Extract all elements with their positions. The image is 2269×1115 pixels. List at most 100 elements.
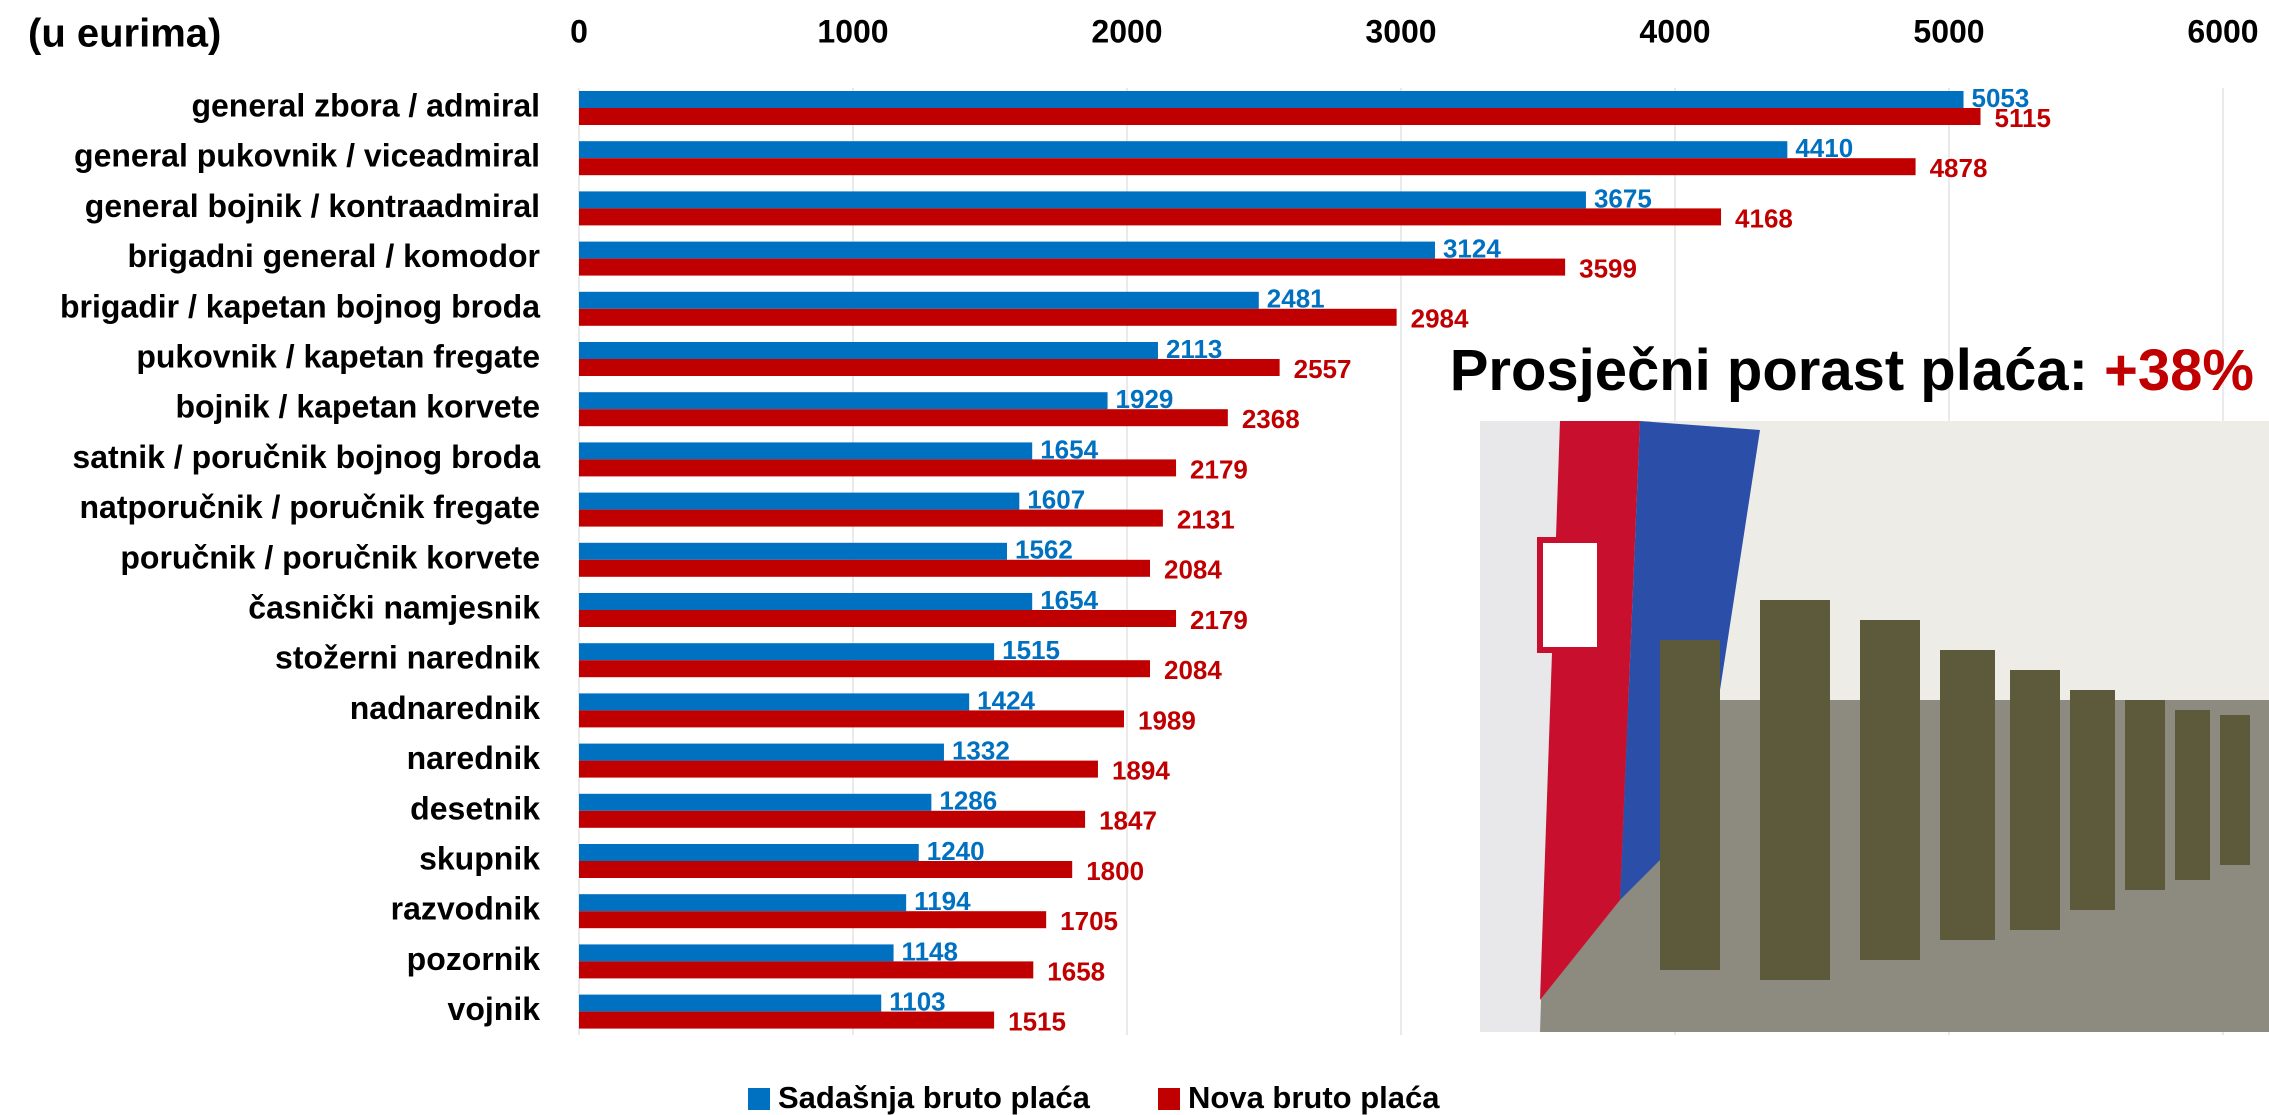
legend-swatch [1158,1088,1180,1110]
bar [579,693,970,711]
x-tick-label: 2000 [1091,13,1162,49]
value-label: 3599 [1579,253,1637,283]
value-label: 1929 [1116,384,1174,414]
value-label: 2084 [1164,655,1222,685]
value-label: 5053 [1972,83,2030,113]
value-label: 1705 [1060,906,1118,936]
annotation: Prosječni porast plaća: +38% [1450,338,2254,403]
x-tick-label: 6000 [2187,13,2258,49]
value-label: 1989 [1138,705,1196,735]
category-label: brigadni general / komodor [128,238,541,274]
bar [579,359,1280,376]
annotation-highlight: +38% [2104,338,2254,403]
value-label: 1894 [1112,755,1170,785]
value-label: 1800 [1086,856,1144,886]
bar [579,141,1788,159]
value-label: 1847 [1099,806,1157,836]
value-label: 2179 [1190,454,1248,484]
bar [579,861,1073,878]
unit-label: (u eurima) [28,12,221,56]
bar [579,994,882,1012]
legend-label: Nova bruto plaća [1188,1080,1440,1115]
value-label: 3675 [1594,183,1652,213]
bar [579,342,1158,359]
value-label: 3124 [1443,233,1501,263]
bar [579,442,1033,460]
category-label: stožerni narednik [275,640,540,676]
bar [579,459,1177,477]
value-label: 2984 [1411,304,1469,334]
category-label: razvodnik [391,891,541,927]
bar [579,810,1086,828]
value-label: 1424 [977,685,1035,715]
category-label: brigadir / kapetan bojnog broda [60,288,540,324]
bar [579,291,1259,309]
category-label: nadnarednik [350,690,540,726]
category-label: bojnik / kapetan korvete [175,389,540,425]
value-label: 2131 [1177,504,1235,534]
value-label: 2481 [1267,284,1325,314]
value-label: 1515 [1008,1006,1066,1036]
value-label: 2368 [1242,404,1300,434]
value-label: 1515 [1002,635,1060,665]
value-label: 5115 [1995,103,2051,133]
bar [579,911,1047,929]
value-label: 1148 [902,936,958,966]
value-label: 1562 [1015,535,1073,565]
category-label: satnik / poručnik bojnog broda [72,439,540,475]
bar [579,542,1007,560]
bar [579,944,894,962]
category-label: natporučnik / poručnik fregate [79,489,540,525]
bar [579,509,1163,527]
bar [579,961,1034,979]
x-tick-label: 5000 [1913,13,1984,49]
legend-label: Sadašnja bruto plaća [778,1080,1091,1115]
x-tick-label: 1000 [817,13,888,49]
bar [579,392,1108,410]
value-label: 4878 [1930,153,1988,183]
value-label: 2113 [1166,334,1222,364]
bar [579,492,1020,510]
value-label: 4168 [1735,203,1793,233]
category-label: narednik [407,740,541,776]
category-label: vojnik [448,991,541,1027]
value-label: 1103 [889,986,945,1016]
photo [1480,421,2269,1032]
bar [579,241,1435,259]
category-label: desetnik [410,790,540,826]
category-label: general bojnik / kontraadmiral [85,188,540,224]
bar [579,743,944,761]
annotation-text: Prosječni porast plaća: [1450,338,2104,403]
bar [579,258,1566,276]
x-tick-label: 3000 [1365,13,1436,49]
value-label: 1240 [927,836,985,866]
bar [579,643,995,661]
category-label: časnički namjesnik [248,589,540,625]
bar [579,91,1964,108]
bar [579,710,1124,728]
value-label: 2179 [1190,605,1248,635]
bar [579,793,932,811]
value-label: 2557 [1294,354,1352,384]
value-label: 4410 [1795,133,1853,163]
bar [579,208,1722,226]
value-label: 1332 [952,735,1010,765]
bar [579,158,1916,176]
category-label: pukovnik / kapetan fregate [136,338,540,374]
value-label: 1194 [914,886,971,916]
category-label: general pukovnik / viceadmiral [74,138,540,174]
legend-swatch [748,1088,770,1110]
bar [579,559,1151,577]
value-label: 1654 [1040,585,1098,615]
x-tick-label: 4000 [1639,13,1710,49]
bar [579,191,1586,209]
bar [579,1011,995,1029]
category-label: general zbora / admiral [191,87,540,123]
x-tick-label: 0 [570,13,588,49]
bar [579,894,907,912]
category-label: pozornik [407,941,541,977]
bar [579,660,1151,678]
bar [579,593,1033,610]
bar [579,610,1177,627]
